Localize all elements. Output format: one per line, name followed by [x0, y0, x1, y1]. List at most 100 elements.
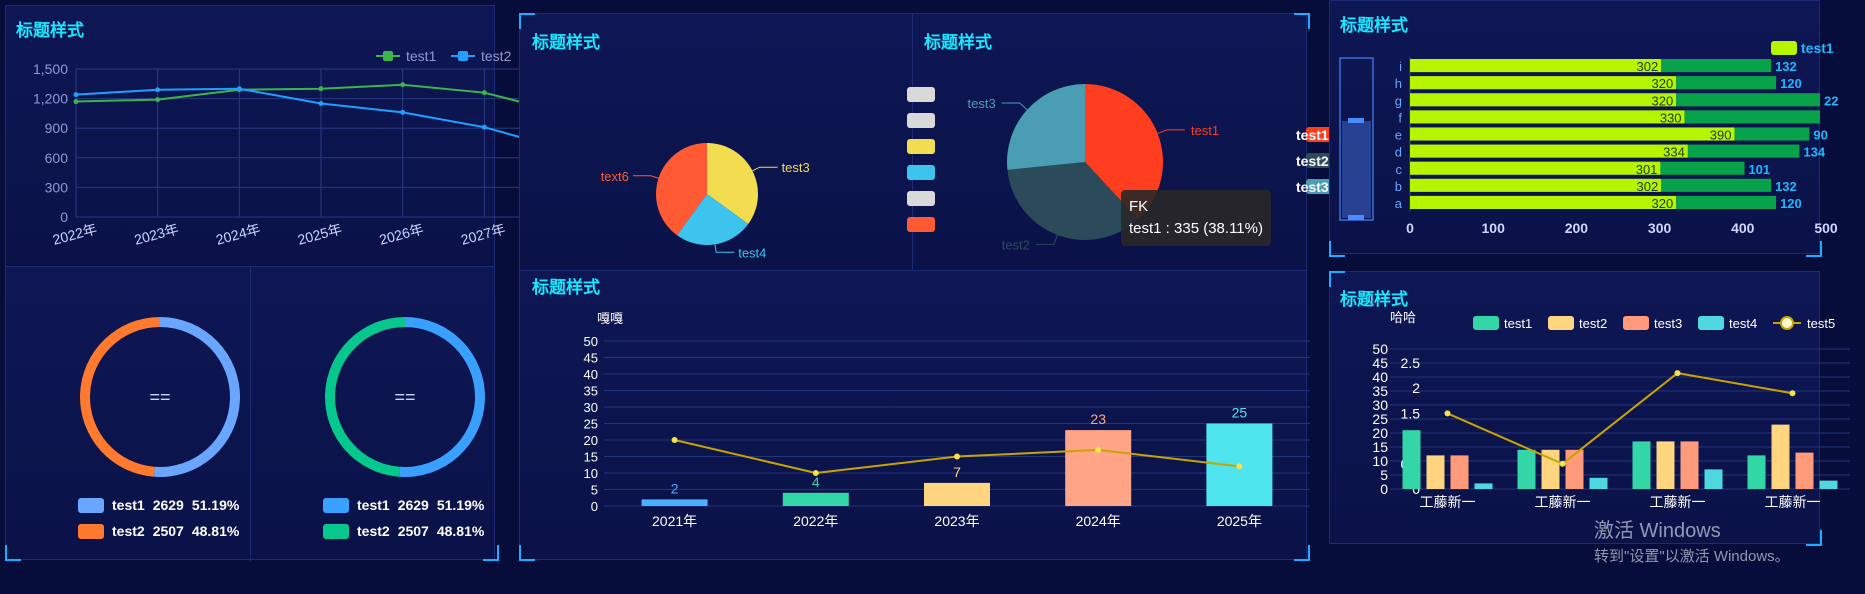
donut1-legend-test1[interactable]: test1 2629 51.19%: [78, 497, 239, 513]
pie2-slice-label: test3: [968, 96, 996, 111]
y-tick-label: g: [1395, 93, 1402, 108]
bar-value-label: 4: [812, 474, 820, 490]
bar-label-test1: 302: [1637, 59, 1659, 74]
data-point: [481, 90, 487, 96]
data-point: [73, 92, 79, 98]
trend-line: [1447, 372, 1793, 465]
legend-value: 2629: [152, 497, 184, 513]
x-tick-label: 400: [1731, 220, 1755, 236]
legend-swatch: [1698, 316, 1724, 330]
pie1-title: 标题样式: [532, 33, 600, 52]
y-tick-label: d: [1395, 145, 1402, 160]
pie2-label-line: [1001, 102, 1028, 111]
x-tick-label: 2023年: [132, 221, 180, 248]
x-tick-label: 2024年: [214, 221, 262, 248]
pie1-legend-swatch: [907, 87, 935, 102]
corner-bracket: [1329, 241, 1345, 257]
donut-panel: == == test1 2629 51.19% test2 2507 48.81…: [5, 266, 495, 561]
y-tick-label-left: 35: [1372, 383, 1388, 399]
pie1-slice-text6: [656, 143, 707, 236]
legend-label: test5: [1807, 316, 1835, 331]
pie2-legend-swatch: [1306, 179, 1332, 194]
data-zoom-handle: [1348, 215, 1364, 220]
bar-label-test1: 320: [1652, 196, 1674, 211]
bar-test3: [1565, 449, 1584, 489]
donut2-legend-test2[interactable]: test2 2507 48.81%: [323, 523, 484, 539]
x-tick-label: 200: [1565, 220, 1589, 236]
bar-label-test1: 390: [1710, 128, 1732, 143]
legend-value: 2507: [397, 523, 429, 539]
data-zoom-window: [1342, 121, 1371, 218]
x-tick-label: 2025年: [296, 221, 344, 248]
corner-bracket: [5, 545, 21, 561]
legend-label: test2: [1579, 316, 1607, 331]
corner-bracket: [519, 13, 535, 29]
y-tick-label-left: 40: [1372, 369, 1388, 385]
trend-point: [954, 453, 960, 460]
data-point: [481, 124, 487, 130]
legend-pct: 51.19%: [191, 497, 240, 513]
legend-swatch: [1623, 316, 1649, 330]
donut-center-label: ==: [149, 387, 170, 407]
bar-test2: [1661, 59, 1772, 73]
x-tick-label: 500: [1814, 220, 1838, 236]
pie1-legend-swatch: [907, 165, 935, 180]
legend-pct: 51.19%: [436, 497, 485, 513]
trend-point: [1236, 463, 1243, 470]
legend-label: test2: [481, 48, 512, 64]
bar-test1: [1410, 127, 1735, 141]
x-tick-label: 2026年: [377, 221, 425, 248]
x-tick-label: 2022年: [793, 513, 838, 529]
y-tick-label: 1,200: [33, 91, 68, 107]
x-tick-label: 0: [1406, 220, 1414, 236]
x-tick-label: 2024年: [1076, 513, 1121, 529]
y-tick-label: 10: [584, 466, 598, 481]
bar: [924, 482, 990, 506]
bar-test1: [1410, 110, 1685, 124]
bar-test2: [1426, 455, 1445, 489]
legend-label: test3: [1654, 316, 1682, 331]
pie1-label-line: [714, 244, 735, 253]
bar-label-test2: 132: [1775, 179, 1797, 194]
bar-test4: [1819, 480, 1838, 489]
pie1-legend-swatch: [907, 139, 935, 154]
legend-label: test1: [406, 48, 437, 64]
y-tick-label-left: 5: [1380, 467, 1388, 483]
x-tick-label: 工藤新一: [1650, 494, 1706, 510]
pie2-legend-label: test2: [1296, 153, 1329, 169]
bar-test4: [1474, 483, 1493, 489]
line-chart: 0 300 600 900 1,200 1,500 2022年 2023年 2024年 2025年…: [33, 48, 589, 248]
donut1-legend-test2[interactable]: test2 2507 48.81%: [78, 523, 239, 539]
bar-test2: [1687, 144, 1800, 158]
pie2-tooltip: FK test1 : 335 (38.11%): [1121, 190, 1271, 246]
bar-value-label: 2: [671, 480, 679, 496]
donut2-legend-test1[interactable]: test1 2629 51.19%: [323, 497, 484, 513]
legend-value: 2507: [152, 523, 184, 539]
y-tick-label: e: [1395, 128, 1402, 143]
bar-test1: [1632, 441, 1651, 489]
legend-label: test2: [112, 523, 145, 539]
data-point: [318, 86, 324, 92]
group-panel: 标题样式 哈哈0510152025303540455000.511.522.5工…: [1329, 271, 1850, 544]
legend-label: test1: [1801, 40, 1834, 56]
y-tick-label: 300: [45, 179, 69, 195]
bar-test2: [1676, 195, 1777, 209]
y-tick-label: c: [1396, 162, 1403, 177]
legend-pct: 48.81%: [191, 523, 240, 539]
bar-test1: [1410, 76, 1677, 90]
pie2-slice-test3: [1007, 84, 1085, 170]
donut-slice-test1: [154, 317, 240, 477]
trend-point: [1674, 370, 1681, 377]
y-tick-label: a: [1395, 196, 1403, 211]
bar-test2: [1661, 178, 1772, 192]
y-tick-label-right: 2: [1412, 380, 1420, 396]
trend-point: [812, 470, 819, 476]
bar-test2: [1676, 93, 1820, 107]
bar-label-test2: 22: [1824, 93, 1838, 108]
y-tick-label-left: 45: [1372, 355, 1388, 371]
bar-label-test1: 302: [1637, 179, 1659, 194]
tooltip-title: FK: [1129, 198, 1149, 215]
bar-test3: [1680, 441, 1699, 489]
bar-test1: [1747, 455, 1766, 489]
pie2-legend-label: test3: [1296, 179, 1329, 195]
